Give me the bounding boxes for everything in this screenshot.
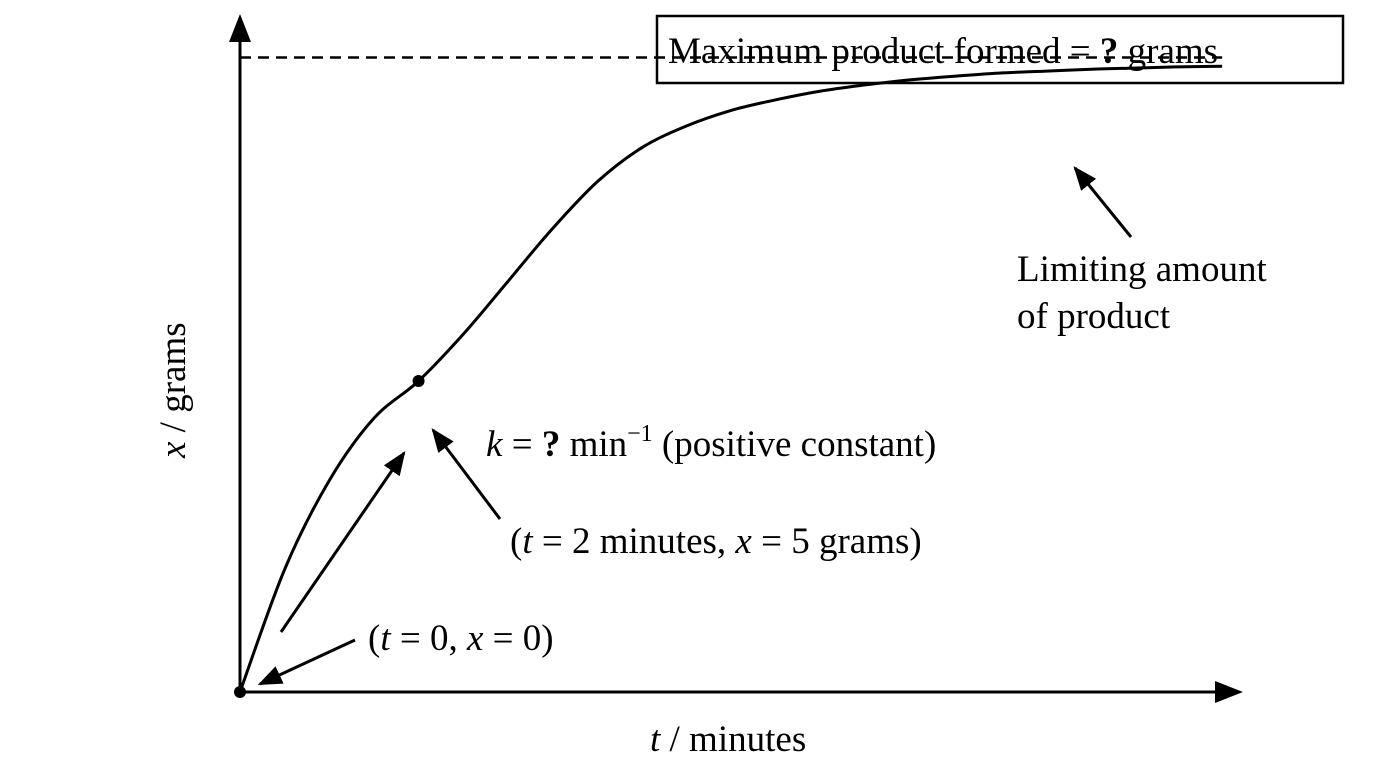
max-product-box	[655, 14, 1345, 85]
point-2-label: (t = 2 minutes, x = 5 grams)	[510, 521, 922, 562]
origin-t-value: = 0,	[391, 618, 467, 659]
product-curve	[238, 64, 1223, 693]
origin-label: (t = 0, x = 0)	[368, 618, 554, 659]
x-axis-unit: / minutes	[660, 719, 806, 760]
max-product-unit: grams	[1118, 31, 1218, 72]
rate-constant-label: k = ? min−1 (positive constant)	[486, 421, 936, 465]
point-2-t-symbol: t	[522, 521, 534, 562]
limit-label-line-2: of product	[1017, 296, 1171, 337]
slope-arrow	[279, 451, 406, 633]
x-axis-var: t	[650, 719, 662, 760]
data-points	[234, 374, 425, 698]
y-axis-label: x / grams	[153, 322, 194, 459]
limit-label-arrow	[1073, 166, 1133, 238]
k-unknown: ?	[542, 424, 561, 465]
limit-label-line-1: Limiting amount	[1017, 249, 1267, 290]
max-product-text: Maximum product formed =	[668, 31, 1100, 72]
x-axis-arrowhead	[1215, 681, 1243, 703]
origin-x-symbol: x	[466, 618, 484, 659]
y-axis-unit: / grams	[153, 322, 194, 441]
point-2-open: (	[510, 521, 522, 562]
point-2-t-value: = 2 minutes,	[533, 521, 736, 562]
y-axis-arrowhead	[229, 14, 251, 42]
point-2-arrow	[431, 428, 502, 520]
k-exponent: −1	[627, 421, 653, 447]
origin-open: (	[368, 618, 380, 659]
origin-t-symbol: t	[380, 618, 392, 659]
k-equals: =	[502, 424, 541, 465]
origin-arrow	[257, 638, 356, 686]
k-symbol: k	[486, 424, 503, 465]
y-axis-var: x	[153, 441, 194, 459]
data-point-2	[412, 374, 425, 387]
max-product-label: Maximum product formed = ? grams	[668, 31, 1218, 72]
point-2-x-value: = 5 grams)	[752, 521, 922, 562]
k-note: (positive constant)	[653, 424, 937, 465]
k-unit: min	[560, 424, 627, 465]
origin-x-value: = 0)	[483, 618, 553, 659]
x-axis-label: t / minutes	[650, 719, 806, 760]
max-product-unknown: ?	[1100, 31, 1119, 72]
point-2-x-symbol: x	[734, 521, 752, 562]
data-point-1	[234, 686, 246, 698]
